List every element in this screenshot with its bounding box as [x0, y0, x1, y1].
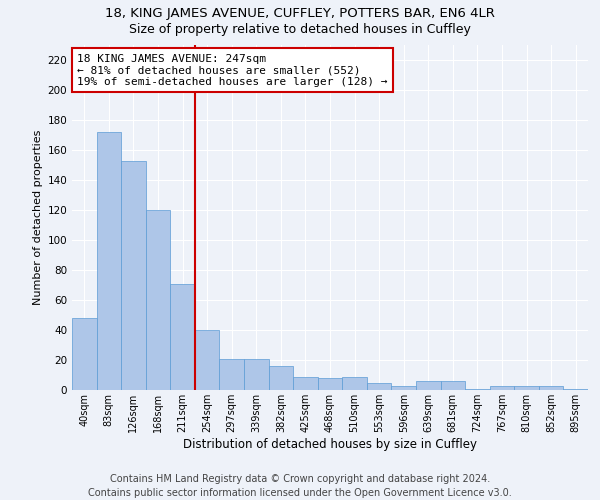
Bar: [514, 386, 539, 390]
Bar: [391, 386, 416, 390]
Bar: [220, 358, 244, 390]
Text: 18, KING JAMES AVENUE, CUFFLEY, POTTERS BAR, EN6 4LR: 18, KING JAMES AVENUE, CUFFLEY, POTTERS …: [105, 8, 495, 20]
Bar: [121, 160, 146, 390]
Bar: [318, 378, 342, 390]
Bar: [269, 366, 293, 390]
Bar: [416, 381, 440, 390]
Bar: [465, 388, 490, 390]
Bar: [367, 382, 391, 390]
Bar: [97, 132, 121, 390]
Bar: [440, 381, 465, 390]
Y-axis label: Number of detached properties: Number of detached properties: [33, 130, 43, 305]
Bar: [146, 210, 170, 390]
Text: Size of property relative to detached houses in Cuffley: Size of property relative to detached ho…: [129, 22, 471, 36]
Bar: [539, 386, 563, 390]
Text: Contains HM Land Registry data © Crown copyright and database right 2024.
Contai: Contains HM Land Registry data © Crown c…: [88, 474, 512, 498]
Bar: [244, 358, 269, 390]
Bar: [490, 386, 514, 390]
Text: 18 KING JAMES AVENUE: 247sqm
← 81% of detached houses are smaller (552)
19% of s: 18 KING JAMES AVENUE: 247sqm ← 81% of de…: [77, 54, 388, 87]
Bar: [563, 388, 588, 390]
Bar: [170, 284, 195, 390]
Bar: [195, 330, 220, 390]
Bar: [293, 376, 318, 390]
Bar: [342, 376, 367, 390]
X-axis label: Distribution of detached houses by size in Cuffley: Distribution of detached houses by size …: [183, 438, 477, 450]
Bar: [72, 318, 97, 390]
